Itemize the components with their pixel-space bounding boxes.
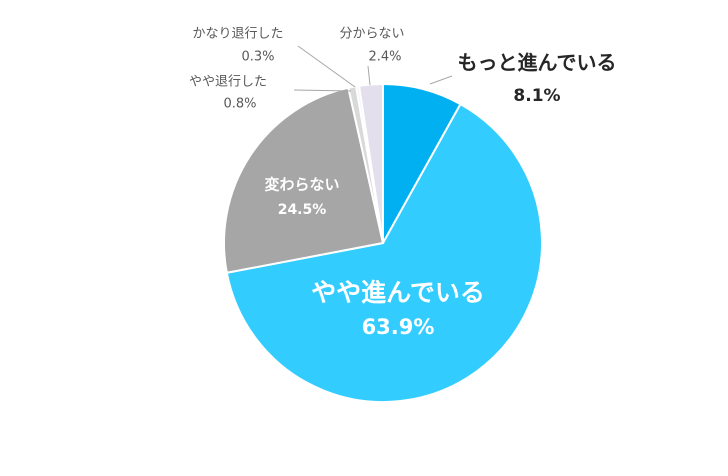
- value-label: 63.9%: [362, 315, 435, 339]
- leader-line: [367, 65, 371, 86]
- value-label: 0.3%: [241, 50, 274, 65]
- slice-label: 変わらない: [264, 176, 339, 194]
- slice-label: かなり退行した: [192, 27, 283, 42]
- slice-label: やや退行した: [189, 75, 267, 90]
- slice-label: もっと進んでいる: [458, 51, 617, 75]
- leader-line: [297, 45, 356, 88]
- leader-line: [429, 75, 453, 85]
- value-label: 8.1%: [513, 86, 560, 106]
- value-label: 0.8%: [223, 97, 256, 112]
- slice-label: 分からない: [339, 27, 404, 42]
- value-label: 2.4%: [368, 50, 401, 65]
- slice-label: やや進んでいる: [311, 278, 485, 307]
- pie-slice: [225, 102, 543, 403]
- value-label: 24.5%: [278, 202, 327, 218]
- pie-slice: [223, 86, 385, 274]
- pie-slice: [357, 82, 384, 244]
- leader-line: [293, 89, 352, 92]
